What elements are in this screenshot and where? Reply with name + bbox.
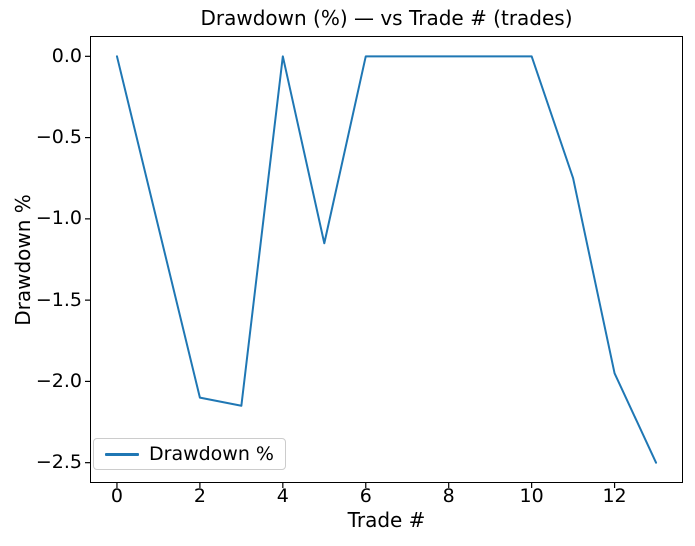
x-tick-label: 0 xyxy=(110,485,123,507)
y-tick-label: −2.0 xyxy=(35,369,82,392)
y-tick-label: −2.5 xyxy=(35,451,82,474)
x-tick-label: 12 xyxy=(602,485,627,507)
x-axis-label: Trade # xyxy=(347,508,426,532)
x-tick-label: 2 xyxy=(193,485,206,507)
y-tick-label: 0.0 xyxy=(51,44,82,67)
y-tick-label: −0.5 xyxy=(35,126,82,149)
x-tick-label: 6 xyxy=(359,485,372,507)
y-tick-label: −1.0 xyxy=(35,207,82,230)
x-tick-label: 4 xyxy=(276,485,289,507)
x-tick-label: 10 xyxy=(519,485,544,507)
legend-line-swatch xyxy=(105,452,139,456)
chart-title: Drawdown (%) — vs Trade # (trades) xyxy=(200,6,573,30)
legend-label: Drawdown % xyxy=(149,443,274,465)
x-tick-label: 8 xyxy=(442,485,455,507)
legend: Drawdown % xyxy=(93,438,286,470)
y-tick-label: −1.5 xyxy=(35,288,82,311)
plot-area xyxy=(90,36,683,483)
y-axis-label: Drawdown % xyxy=(11,194,35,326)
